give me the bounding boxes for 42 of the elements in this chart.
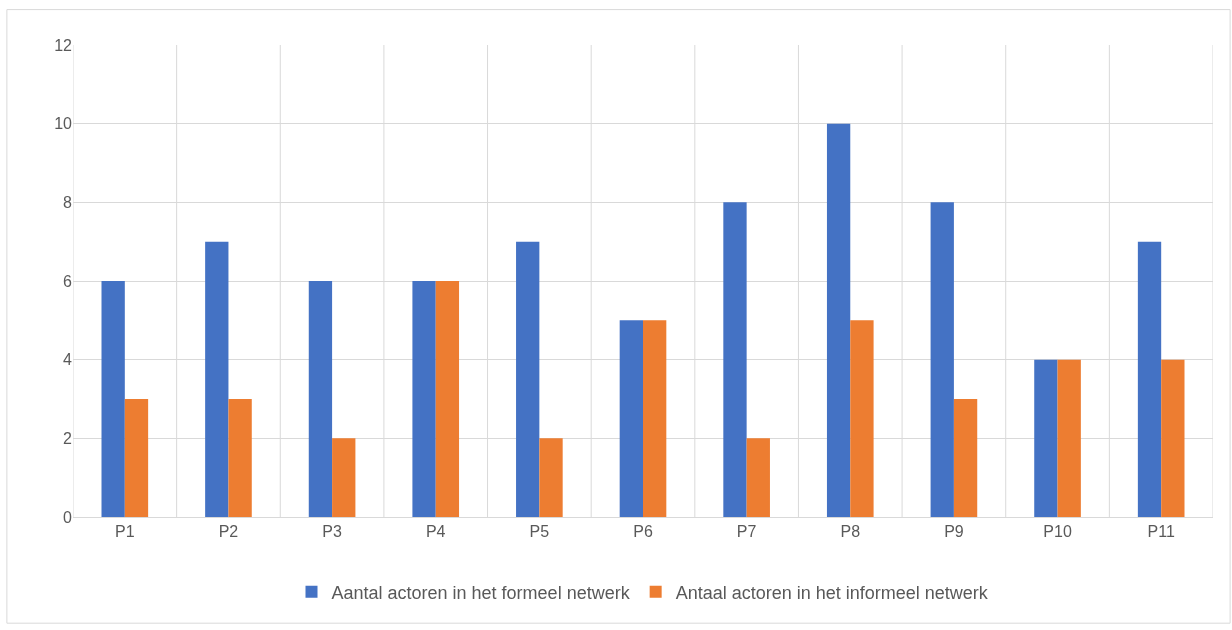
y-tick-label: 4 [63, 351, 73, 369]
x-tick-label: P2 [218, 523, 239, 541]
bar [643, 320, 667, 517]
y-tick-label: 12 [54, 36, 73, 54]
x-tick-label: P7 [736, 523, 757, 541]
bar [539, 438, 563, 517]
bar [850, 320, 874, 517]
x-tick-label: P3 [322, 523, 342, 541]
bar [1161, 359, 1185, 517]
bar [124, 399, 149, 517]
bar [930, 202, 954, 517]
bar [1137, 241, 1162, 517]
y-tick-label: 10 [54, 115, 73, 133]
x-tick-label: P5 [529, 523, 550, 541]
bar [205, 241, 229, 517]
bar [435, 281, 460, 517]
bar [746, 438, 770, 517]
y-tick-label: 8 [63, 193, 73, 211]
y-tick-label: 2 [63, 429, 73, 447]
y-tick-label: 6 [63, 272, 73, 290]
bar [228, 399, 252, 517]
x-tick-label: P6 [633, 523, 653, 541]
bar [412, 281, 436, 517]
x-tick-label: P8 [840, 523, 861, 541]
y-tick-label: 0 [63, 508, 73, 526]
x-tick-label: P4 [425, 523, 446, 541]
bar [619, 320, 643, 517]
bar [1057, 359, 1081, 517]
x-tick-label: P10 [1043, 523, 1072, 541]
bar [308, 281, 333, 517]
bar [1034, 359, 1058, 517]
legend-label: Aantal actoren in het formeel netwerk [331, 582, 631, 603]
bar [826, 123, 851, 517]
legend-label: Antaal actoren in het informeel netwerk [675, 582, 989, 603]
bar [332, 438, 356, 517]
bar [953, 399, 978, 517]
bar [101, 281, 125, 517]
x-tick-label: P9 [944, 523, 964, 541]
x-tick-label: P1 [115, 523, 135, 541]
bar [723, 202, 747, 517]
bar [516, 241, 540, 517]
x-tick-label: P11 [1147, 523, 1175, 541]
